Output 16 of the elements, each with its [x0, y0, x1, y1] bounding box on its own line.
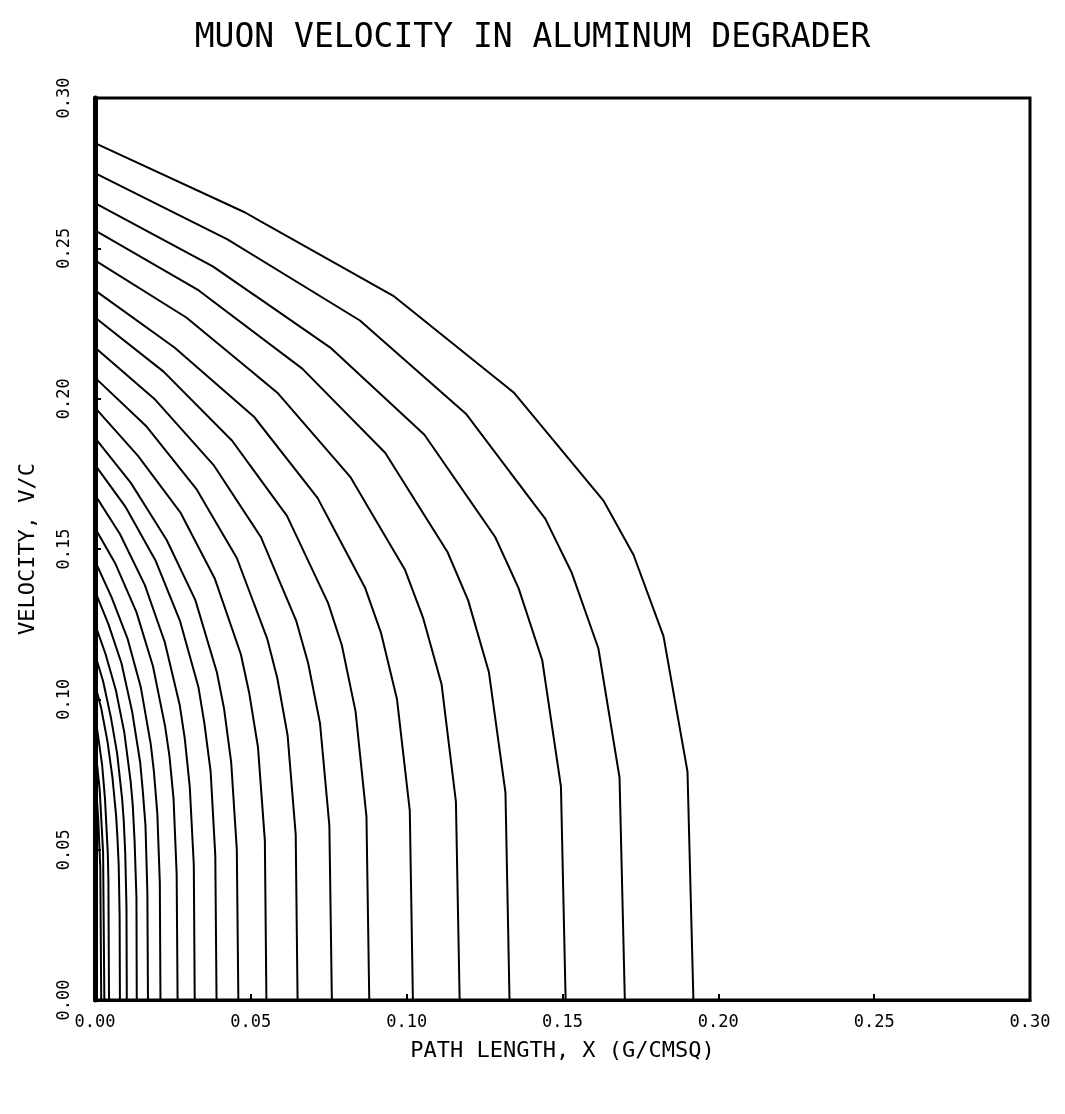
y-axis-title: VELOCITY, V/C — [13, 462, 39, 636]
y-tick-label: 0.25 — [52, 227, 73, 269]
y-tick-label: 0.30 — [52, 77, 73, 119]
x-tick-label: 0.25 — [853, 1010, 895, 1031]
x-tick-label: 0.05 — [230, 1010, 272, 1031]
y-tick-label: 0.20 — [52, 378, 73, 420]
x-tick-label: 0.15 — [542, 1010, 583, 1031]
x-tick-label: 0.10 — [386, 1010, 428, 1031]
y-tick-label: 0.05 — [52, 829, 73, 871]
y-tick-label: 0.10 — [52, 678, 73, 720]
x-tick-label: 0.30 — [1009, 1010, 1051, 1031]
x-tick-label: 0.20 — [697, 1010, 739, 1031]
x-axis-title: PATH LENGTH, X (G/CMSQ) — [410, 1036, 715, 1062]
y-tick-label: 0.15 — [52, 528, 73, 570]
x-tick-label: 0.00 — [74, 1010, 116, 1031]
chart-title: MUON VELOCITY IN ALUMINUM DEGRADER — [194, 16, 871, 55]
